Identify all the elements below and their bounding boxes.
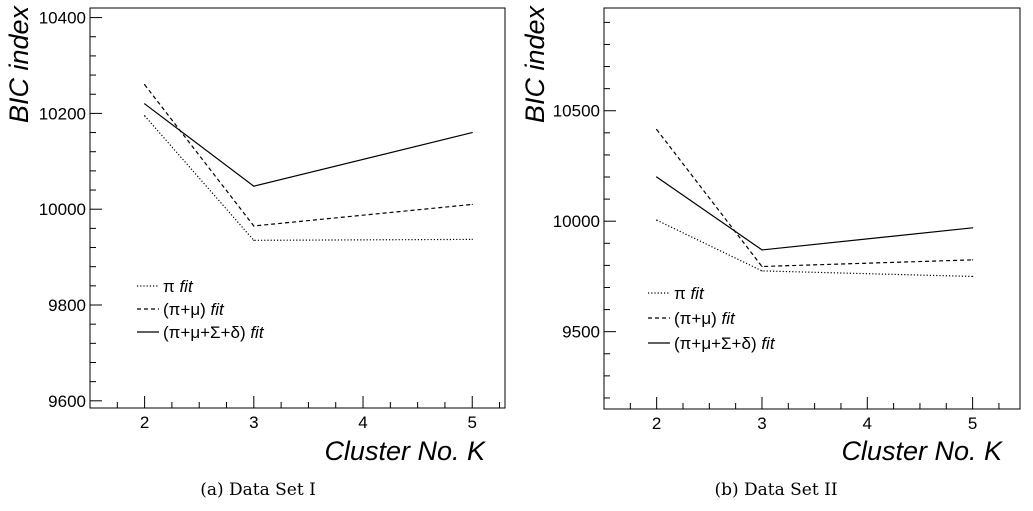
series-line-solid (144, 103, 473, 187)
x-tick-label: 4 (863, 414, 872, 433)
legend-label: (π+μ) fit (163, 300, 225, 319)
x-tick-label: 4 (358, 413, 367, 432)
x-tick-label: 3 (249, 413, 258, 432)
data-point-dashed (761, 265, 763, 268)
y-tick-label: 9600 (48, 392, 86, 411)
data-point-solid (144, 103, 146, 105)
y-tick-label: 10500 (553, 102, 600, 121)
chart-panel-b: 9500 10000 10500 2 3 4 5 BIC index Cluster No. K… (516, 0, 1033, 511)
x-tick-label: 2 (652, 414, 661, 433)
legend-label: (π+μ) fit (674, 309, 736, 328)
y-tick-label: 10400 (39, 9, 86, 28)
chart-b-svg: 9500 10000 10500 2 3 4 5 BIC index Cluster No. K… (520, 5, 1021, 500)
data-point-solid (972, 227, 974, 229)
y-tick-label: 9500 (562, 323, 600, 342)
data-point-dotted (761, 270, 763, 272)
data-point-solid (761, 249, 763, 251)
x-tick-label: 3 (757, 414, 766, 433)
y-tick-label: 9800 (48, 296, 86, 315)
y-tick-label: 10000 (39, 200, 86, 219)
series-line-dashed (656, 129, 973, 268)
y-tick-label: 10200 (39, 104, 86, 123)
data-point-dashed (471, 203, 473, 206)
data-point-solid (656, 176, 658, 178)
x-tick-label: 2 (140, 413, 149, 432)
y-axis-title: BIC index (520, 5, 550, 124)
x-tick-label: 5 (468, 413, 477, 432)
x-axis-title: Cluster No. K (324, 436, 486, 466)
legend-label: (π+μ+Σ+δ) fit (674, 334, 776, 353)
y-axis-title: BIC index (4, 5, 34, 124)
data-point-dashed (972, 259, 974, 261)
data-point-dashed (656, 128, 658, 131)
legend-label: π fit (163, 277, 194, 296)
plot-frame (89, 7, 506, 409)
data-point-dotted (972, 275, 974, 278)
data-point-dotted (144, 115, 146, 117)
x-tick-label: 5 (968, 414, 977, 433)
x-axis-title: Cluster No. K (841, 436, 1003, 466)
legend-label: π fit (674, 284, 705, 303)
figure-caption-a: (a) Data Set I (200, 480, 316, 500)
data-point-solid (253, 185, 255, 187)
legend-label: (π+μ+Σ+δ) fit (163, 323, 265, 342)
data-point-dotted (471, 238, 473, 240)
series-line-dotted (656, 219, 973, 278)
data-point-solid (471, 131, 473, 134)
plot-frame (603, 7, 1021, 410)
series-line-dotted (144, 115, 473, 241)
data-point-dashed (253, 225, 255, 227)
chart-panel-a: 9600 9800 10000 10200 10400 2 3 4 5 BIC index Clus… (0, 0, 516, 511)
series-line-solid (656, 176, 973, 251)
data-point-dotted (253, 239, 255, 241)
chart-a-svg: 9600 9800 10000 10200 10400 2 3 4 5 BIC index Clus… (4, 5, 506, 500)
data-point-dashed (144, 84, 146, 86)
data-point-dotted (656, 219, 658, 221)
figure-caption-b: (b) Data Set II (714, 480, 837, 500)
series-line-dashed (144, 84, 473, 227)
y-tick-label: 10000 (553, 212, 600, 231)
